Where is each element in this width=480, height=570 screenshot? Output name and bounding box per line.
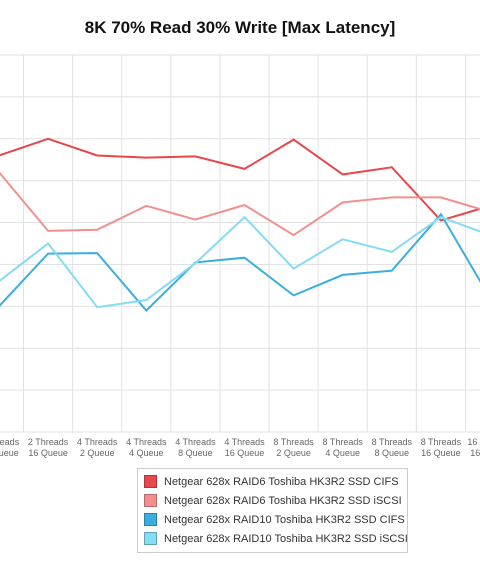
legend-swatch: [144, 494, 157, 507]
series-line-3: [0, 212, 480, 312]
x-tick-label: 4 Threads 4 Queue: [126, 437, 167, 458]
chart-legend: Netgear 628x RAID6 Toshiba HK3R2 SSD CIF…: [137, 468, 408, 553]
legend-swatch: [144, 513, 157, 526]
x-tick-label: 2 Threads 16 Queue: [28, 437, 69, 458]
chart-grid: [0, 54, 480, 433]
x-tick-label: 8 Threads 2 Queue: [273, 437, 314, 458]
chart-title: 8K 70% Read 30% Write [Max Latency]: [84, 18, 396, 37]
legend-item[interactable]: Netgear 628x RAID6 Toshiba HK3R2 SSD CIF…: [138, 472, 407, 491]
x-tick-label: 4 Threads 8 Queue: [175, 437, 216, 458]
x-tick-label: 8 Threads 4 Queue: [323, 437, 364, 458]
chart-series: [0, 137, 480, 312]
series-line-1: [0, 137, 480, 222]
x-tick-label: 4 Threads 16 Queue: [224, 437, 265, 458]
legend-swatch: [144, 532, 157, 545]
legend-item[interactable]: Netgear 628x RAID10 Toshiba HK3R2 SSD iS…: [138, 529, 408, 548]
legend-item[interactable]: Netgear 628x RAID10 Toshiba HK3R2 SSD CI…: [138, 510, 407, 529]
series-line-2: [0, 171, 480, 237]
legend-label: Netgear 628x RAID10 Toshiba HK3R2 SSD iS…: [164, 532, 408, 545]
x-tick-label: 4 Threads 2 Queue: [77, 437, 118, 458]
legend-label: Netgear 628x RAID6 Toshiba HK3R2 SSD iSC…: [164, 494, 402, 507]
legend-item[interactable]: Netgear 628x RAID6 Toshiba HK3R2 SSD iSC…: [138, 491, 407, 510]
x-tick-label: 8 Threads 8 Queue: [372, 437, 413, 458]
x-tick-label: 8 Threads 16 Queue: [421, 437, 462, 458]
series-line-4: [0, 215, 480, 309]
legend-label: Netgear 628x RAID10 Toshiba HK3R2 SSD CI…: [164, 513, 405, 526]
legend-label: Netgear 628x RAID6 Toshiba HK3R2 SSD CIF…: [164, 475, 399, 488]
legend-swatch: [144, 475, 157, 488]
